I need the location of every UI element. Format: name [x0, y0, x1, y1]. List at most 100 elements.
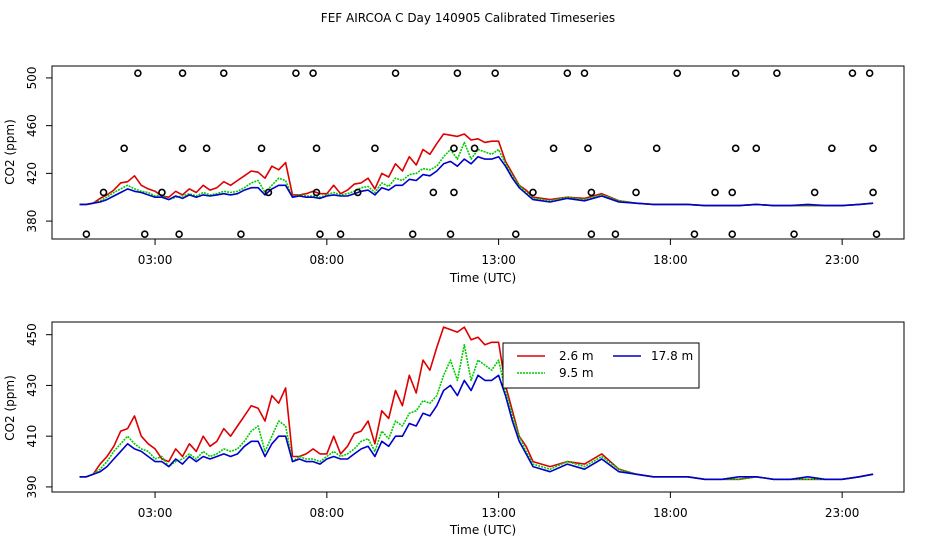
- scatter-point: [450, 188, 458, 197]
- scatter-point: [82, 230, 91, 239]
- top-y-axis-label: CO2 (ppm): [3, 119, 17, 185]
- scatter-point: [292, 69, 300, 77]
- scatter-point: [673, 69, 682, 77]
- scatter-point: [158, 188, 166, 197]
- top-plot-frame: [51, 65, 905, 240]
- bottom-x-tick-label: 18:00: [653, 506, 688, 520]
- top-y-tick-label: 420: [25, 162, 39, 185]
- scatter-point: [731, 69, 740, 77]
- bottom-x-tick-label: 13:00: [481, 506, 516, 520]
- scatter-point: [140, 230, 149, 239]
- scatter-point: [134, 69, 142, 77]
- top-series-group: [79, 133, 874, 207]
- bottom-series-17-8-mline: [79, 374, 874, 481]
- scatter-point: [828, 144, 836, 153]
- bottom-y-axis: 390 410 430 450: [25, 323, 52, 498]
- scatter-point: [316, 230, 324, 239]
- scatter-point: [453, 69, 462, 77]
- bottom-series-group: [79, 326, 874, 481]
- scatter-point: [848, 69, 857, 77]
- scatter-point: [237, 230, 245, 239]
- top-x-tick-label: 18:00: [653, 253, 688, 267]
- scatter-point: [584, 144, 592, 153]
- scatter-point: [711, 188, 719, 197]
- scatter-point: [491, 69, 499, 77]
- scatter-point: [865, 69, 874, 77]
- scatter-point: [549, 144, 558, 153]
- bottom-y-tick-label: 430: [25, 374, 39, 397]
- scatter-point: [353, 188, 362, 197]
- scatter-point: [371, 144, 379, 153]
- scatter-point: [529, 188, 537, 197]
- scatter-point: [587, 230, 596, 239]
- legend-label-9-5m: 9.5 m: [559, 366, 594, 380]
- scatter-point: [446, 230, 455, 239]
- top-x-axis: 03:00 08:00 13:00 18:00 23:00: [138, 239, 859, 267]
- scatter-point: [587, 188, 596, 197]
- scatter-point: [611, 230, 620, 239]
- scatter-point: [869, 144, 877, 153]
- scatter-point: [408, 230, 417, 239]
- scatter-point: [219, 69, 228, 77]
- scatter-point: [99, 188, 108, 197]
- scatter-point: [563, 69, 572, 77]
- scatter-point: [450, 144, 458, 153]
- scatter-point: [178, 69, 187, 77]
- top-y-tick-label: 380: [25, 210, 39, 233]
- scatter-point: [690, 230, 699, 239]
- legend-label-17-8m: 17.8 m: [651, 349, 693, 363]
- scatter-point: [202, 144, 211, 153]
- scatter-point: [178, 144, 187, 153]
- bottom-y-tick-label: 390: [25, 475, 39, 498]
- scatter-point: [336, 230, 345, 239]
- top-x-tick-label: 13:00: [481, 253, 516, 267]
- scatter-point: [257, 144, 266, 153]
- bottom-y-tick-label: 410: [25, 425, 39, 448]
- bottom-x-tick-label: 03:00: [138, 506, 173, 520]
- top-x-tick-label: 08:00: [310, 253, 345, 267]
- scatter-point: [728, 188, 737, 197]
- scatter-point: [728, 230, 737, 239]
- scatter-point: [309, 69, 317, 77]
- scatter-point: [872, 230, 881, 239]
- scatter-point: [312, 188, 321, 197]
- bottom-x-axis-label: Time (UTC): [449, 523, 516, 537]
- legend-box: [502, 342, 700, 389]
- scatter-point: [429, 188, 438, 197]
- bottom-y-axis-label: CO2 (ppm): [3, 375, 17, 441]
- bottom-panel: 390 410 430 450 03:00 08:00 13:00 18:00 23:00 T…: [3, 321, 905, 537]
- bottom-y-tick-label: 450: [25, 323, 39, 346]
- top-scatter-group: [82, 69, 881, 239]
- scatter-point: [773, 69, 781, 77]
- scatter-point: [312, 144, 321, 153]
- legend: 2.6 m 17.8 m 9.5 m: [502, 342, 700, 389]
- scatter-point: [731, 144, 740, 153]
- scatter-point: [264, 188, 273, 197]
- bottom-plot-frame: [51, 321, 905, 493]
- top-x-tick-label: 03:00: [138, 253, 173, 267]
- scatter-point: [470, 144, 479, 153]
- bottom-x-tick-label: 23:00: [825, 506, 860, 520]
- scatter-point: [511, 230, 520, 239]
- bottom-x-tick-label: 08:00: [310, 506, 345, 520]
- top-panel: 380 420 460 500 03:00 08:00 13:00 18:00 23:00 T…: [3, 65, 905, 285]
- scatter-point: [652, 144, 661, 153]
- scatter-point: [580, 69, 589, 77]
- top-series-2-6-mline: [79, 133, 874, 207]
- scatter-point: [790, 230, 798, 239]
- top-y-tick-label: 500: [25, 66, 39, 89]
- scatter-point: [391, 69, 400, 77]
- top-series-17-8-mline: [79, 155, 874, 207]
- scatter-point: [632, 188, 640, 197]
- top-x-axis-label: Time (UTC): [449, 271, 516, 285]
- scatter-point: [810, 188, 819, 197]
- chart-title: FEF AIRCOA C Day 140905 Calibrated Times…: [321, 11, 615, 25]
- scatter-point: [752, 144, 761, 153]
- scatter-point: [869, 188, 877, 197]
- scatter-point: [175, 230, 183, 239]
- bottom-x-axis: 03:00 08:00 13:00 18:00 23:00: [138, 492, 860, 520]
- legend-label-2-6m: 2.6 m: [559, 349, 594, 363]
- top-y-axis: 380 420 460 500: [25, 66, 52, 233]
- scatter-point: [120, 144, 128, 153]
